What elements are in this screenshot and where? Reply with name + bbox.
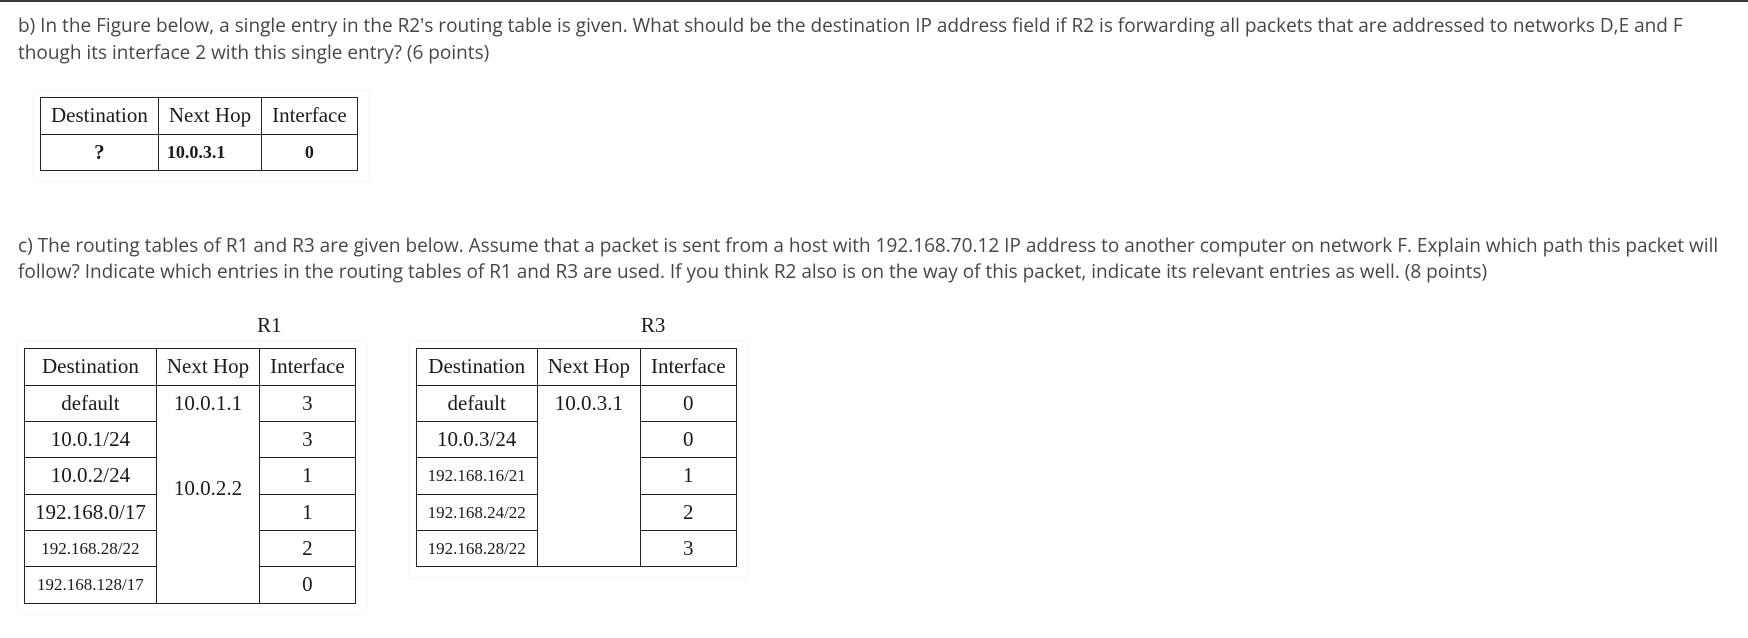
table-r1: Destination Next Hop Interface default 1… bbox=[24, 348, 356, 604]
table-r3-col-nexthop: Next Hop bbox=[537, 349, 640, 385]
table-r3-r1-destination: 10.0.3/24 bbox=[416, 421, 537, 457]
table-r3-r0-destination: default bbox=[416, 385, 537, 421]
table-r3-col-interface: Interface bbox=[640, 349, 736, 385]
table-r3-r4-destination: 192.168.28/22 bbox=[416, 531, 537, 567]
question-b-text: b) In the Figure below, a single entry i… bbox=[18, 12, 1730, 65]
table-r1-r4-interface: 2 bbox=[260, 531, 356, 567]
question-c-text: c) The routing tables of R1 and R3 are g… bbox=[18, 232, 1730, 285]
table-row: default 10.0.3.1 0 bbox=[416, 385, 736, 421]
table-r1-r3-nexthop: 10.0.2.2 bbox=[167, 474, 249, 503]
table-r3-header-row: Destination Next Hop Interface bbox=[416, 349, 736, 385]
router-r3-label: R3 bbox=[560, 311, 747, 340]
page-root: b) In the Figure below, a single entry i… bbox=[0, 0, 1748, 638]
table-r3-r0-interface: 0 bbox=[640, 385, 736, 421]
table-b-col-interface: Interface bbox=[262, 98, 358, 134]
table-r1-r0-nexthop: 10.0.1.1 bbox=[167, 389, 249, 418]
table-r3-r2-destination: 192.168.16/21 bbox=[416, 458, 537, 494]
table-r1-col-interface: Interface bbox=[260, 349, 356, 385]
table-r1-r2-destination: 10.0.2/24 bbox=[25, 458, 157, 494]
table-b-r0-interface: 0 bbox=[262, 134, 358, 170]
table-r1-r1-interface: 3 bbox=[260, 421, 356, 457]
table-r1-r2-interface: 1 bbox=[260, 458, 356, 494]
router-r1-block: R1 Destination Next Hop Interface defaul… bbox=[18, 311, 366, 621]
table-r3-r1-interface: 0 bbox=[640, 421, 736, 457]
router-r1-label: R1 bbox=[173, 311, 366, 340]
table-r1-r0-destination: default bbox=[25, 385, 157, 421]
table-row: default 10.0.1.1 10.0.2.2 3 bbox=[25, 385, 356, 421]
table-r3-wrap: Destination Next Hop Interface default 1… bbox=[410, 342, 747, 577]
table-r3-r3-destination: 192.168.24/22 bbox=[416, 494, 537, 530]
table-r1-header-row: Destination Next Hop Interface bbox=[25, 349, 356, 385]
table-r3: Destination Next Hop Interface default 1… bbox=[416, 348, 737, 567]
table-r1-r5-destination: 192.168.128/17 bbox=[25, 567, 157, 603]
table-r1-wrap: Destination Next Hop Interface default 1… bbox=[18, 342, 366, 614]
table-b-col-destination: Destination bbox=[41, 98, 159, 134]
routers-row: R1 Destination Next Hop Interface defaul… bbox=[18, 311, 1730, 621]
table-row: ? 10.0.3.1 0 bbox=[41, 134, 358, 170]
table-r1-r1-destination: 10.0.1/24 bbox=[25, 421, 157, 457]
table-b-wrap: Destination Next Hop Interface ? 10.0.3.… bbox=[34, 91, 368, 181]
table-b: Destination Next Hop Interface ? 10.0.3.… bbox=[40, 97, 358, 171]
table-b-col-nexthop: Next Hop bbox=[158, 98, 261, 134]
table-r3-r0-nexthop: 10.0.3.1 bbox=[555, 391, 623, 415]
router-r3-block: R3 Destination Next Hop Interface defaul… bbox=[410, 311, 747, 584]
table-b-r0-destination: ? bbox=[41, 134, 159, 170]
table-b-r0-nexthop: 10.0.3.1 bbox=[158, 134, 261, 170]
table-r3-r2-interface: 1 bbox=[640, 458, 736, 494]
table-r3-r3-interface: 2 bbox=[640, 494, 736, 530]
table-r1-col-nexthop: Next Hop bbox=[156, 349, 259, 385]
table-r1-r3-interface: 1 bbox=[260, 494, 356, 530]
table-r1-r3-destination: 192.168.0/17 bbox=[25, 494, 157, 530]
table-r3-col-destination: Destination bbox=[416, 349, 537, 385]
table-b-header-row: Destination Next Hop Interface bbox=[41, 98, 358, 134]
table-r3-r4-interface: 3 bbox=[640, 531, 736, 567]
table-r1-r4-destination: 192.168.28/22 bbox=[25, 531, 157, 567]
table-r1-r0-interface: 3 bbox=[260, 385, 356, 421]
table-r1-col-destination: Destination bbox=[25, 349, 157, 385]
table-r1-r5-interface: 0 bbox=[260, 567, 356, 603]
